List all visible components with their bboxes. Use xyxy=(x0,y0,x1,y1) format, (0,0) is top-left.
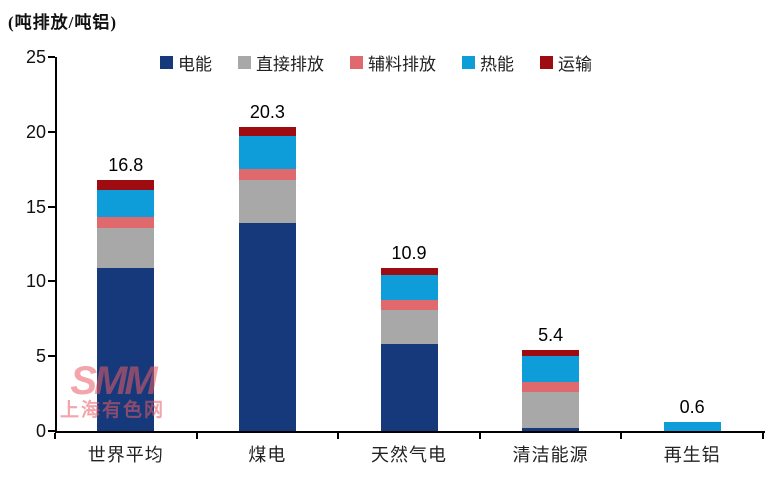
bar-segment-直接排放 xyxy=(238,179,296,224)
y-axis-tick xyxy=(48,280,55,283)
x-axis-tick xyxy=(478,433,481,439)
legend-label: 热能 xyxy=(480,55,514,74)
x-axis-tick xyxy=(337,433,340,439)
bar-segment-直接排放 xyxy=(380,309,438,345)
bar-segment-辅料排放 xyxy=(522,381,580,393)
legend-item: 运输 xyxy=(540,50,592,75)
legend-label: 辅料排放 xyxy=(368,55,436,74)
chart-unit-title: (吨排放/吨铝) xyxy=(8,13,118,32)
bar-segment-直接排放 xyxy=(522,392,580,428)
bar-segment-运输 xyxy=(238,127,296,137)
legend-swatch-icon xyxy=(160,56,173,69)
y-axis-tick-label: 10 xyxy=(25,271,46,292)
y-axis-tick-label: 20 xyxy=(25,121,46,142)
bar-segment-运输 xyxy=(97,179,155,191)
bar-segment-热能 xyxy=(238,136,296,170)
y-axis-tick xyxy=(48,56,55,58)
bar-segment-直接排放 xyxy=(97,227,155,268)
legend-item: 电能 xyxy=(160,50,212,75)
legend-item: 直接排放 xyxy=(238,50,324,75)
y-axis-tick xyxy=(48,205,55,208)
legend-swatch-icon xyxy=(462,56,475,69)
bar-segment-运输 xyxy=(522,350,580,357)
x-axis-category-label: 清洁能源 xyxy=(512,445,589,465)
bar-segment-电能 xyxy=(380,344,438,431)
bar-total-label: 10.9 xyxy=(391,242,427,263)
bar-segment-热能 xyxy=(97,190,155,218)
bar-segment-电能 xyxy=(522,428,580,431)
bar-total-label: 20.3 xyxy=(249,102,285,123)
x-axis-tick xyxy=(762,433,764,439)
y-axis-tick-label: 25 xyxy=(25,47,46,67)
legend-swatch-icon xyxy=(238,56,251,69)
y-axis-tick xyxy=(48,355,55,358)
bar-total-label: 0.6 xyxy=(679,397,705,418)
legend-item: 辅料排放 xyxy=(350,50,436,75)
x-axis-category-label: 再生铝 xyxy=(663,445,721,465)
bar-segment-热能 xyxy=(663,422,721,431)
bar-segment-热能 xyxy=(380,275,438,301)
y-axis-tick-label: 0 xyxy=(35,421,46,441)
legend-label: 电能 xyxy=(178,55,212,74)
legend-item: 热能 xyxy=(462,50,514,75)
y-axis-tick-label: 15 xyxy=(25,196,46,217)
bar-total-label: 5.4 xyxy=(538,325,564,346)
bar-segment-辅料排放 xyxy=(97,217,155,228)
x-axis-line xyxy=(55,431,765,433)
x-axis-tick xyxy=(195,433,198,439)
bar-segment-热能 xyxy=(522,356,580,382)
x-axis-category-label: 天然气电 xyxy=(371,445,447,465)
y-axis-line xyxy=(55,57,57,431)
legend-swatch-icon xyxy=(350,56,363,69)
legend-label: 运输 xyxy=(558,55,592,74)
x-axis-tick xyxy=(620,433,623,439)
bar-segment-电能 xyxy=(238,223,296,431)
bar-segment-电能 xyxy=(97,267,155,431)
x-axis-category-label: 煤电 xyxy=(248,445,287,465)
legend-label: 直接排放 xyxy=(256,55,324,74)
y-axis-tick xyxy=(48,430,55,432)
legend-swatch-icon xyxy=(540,56,553,69)
legend: 电能 直接排放 辅料排放 热能 运输 xyxy=(160,50,592,75)
bar-segment-运输 xyxy=(380,267,438,276)
y-axis-tick xyxy=(48,130,55,133)
x-axis-category-label: 世界平均 xyxy=(87,445,164,465)
y-axis-tick-label: 5 xyxy=(35,346,46,367)
bar-segment-辅料排放 xyxy=(380,300,438,310)
bar-segment-辅料排放 xyxy=(238,169,296,180)
bar-total-label: 16.8 xyxy=(108,154,144,175)
x-axis-tick xyxy=(54,433,56,439)
